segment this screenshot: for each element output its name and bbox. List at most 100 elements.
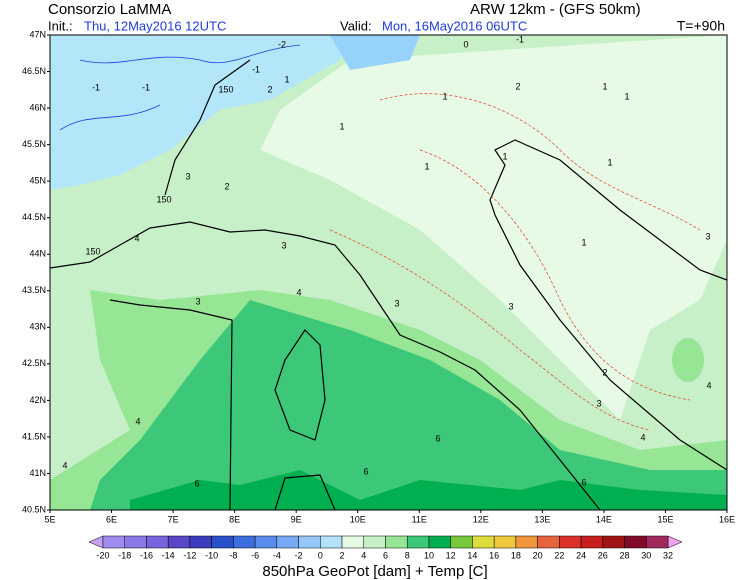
colorbar-label: 10 bbox=[424, 550, 434, 560]
lon-label: 13E bbox=[534, 514, 550, 524]
model: ARW 12km - (GFS 50km) bbox=[470, 1, 641, 18]
lat-label: 42.5N bbox=[22, 358, 46, 368]
colorbar-box bbox=[167, 535, 191, 549]
colorbar-box bbox=[341, 535, 365, 549]
colorbar-box bbox=[233, 535, 256, 549]
colorbar-box bbox=[559, 535, 582, 549]
colorbar-label: -16 bbox=[140, 550, 153, 560]
colorbar-label: 14 bbox=[467, 550, 477, 560]
lon-label: 15E bbox=[657, 514, 673, 524]
colorbar-box bbox=[515, 535, 538, 549]
field bbox=[50, 35, 727, 510]
colorbar-box bbox=[428, 535, 451, 549]
colorbar-label: 28 bbox=[620, 550, 630, 560]
colorbar-label: -10 bbox=[205, 550, 218, 560]
contour-label: 150 bbox=[218, 84, 233, 94]
lat-label: 44.5N bbox=[22, 212, 46, 222]
colorbar-box bbox=[124, 535, 147, 549]
colorbar-box bbox=[580, 535, 604, 549]
contour-label: 6 bbox=[435, 433, 440, 443]
colorbar-box bbox=[102, 535, 125, 549]
contour-label: 1 bbox=[442, 91, 447, 101]
lat-label: 46.5N bbox=[22, 66, 46, 76]
contour-label: 1 bbox=[339, 121, 344, 131]
colorbar-label: 12 bbox=[446, 550, 456, 560]
colorbar-title: 850hPa GeoPot [dam] + Temp [C] bbox=[262, 563, 487, 580]
lat-label: 45N bbox=[29, 176, 46, 186]
colorbar-label: -6 bbox=[251, 550, 259, 560]
contour-label: 3 bbox=[281, 240, 286, 250]
contour-label: 2 bbox=[224, 181, 229, 191]
lon-label: 11E bbox=[412, 514, 427, 524]
colorbar-box bbox=[537, 535, 560, 549]
colorbar-label: 22 bbox=[554, 550, 564, 560]
contour-label: 3 bbox=[394, 298, 399, 308]
colorbar-label: -12 bbox=[183, 550, 196, 560]
contour-label: 1 bbox=[424, 161, 429, 171]
colorbar-box bbox=[493, 535, 517, 549]
colorbar-label: -20 bbox=[96, 550, 109, 560]
colorbar-label: -18 bbox=[118, 550, 131, 560]
colorbar-label: 8 bbox=[405, 550, 410, 560]
contour-label: -1 bbox=[516, 34, 524, 44]
contour-label: 4 bbox=[62, 460, 67, 470]
colorbar-label: 20 bbox=[533, 550, 543, 560]
colorbar-box bbox=[472, 535, 495, 549]
contour-label: 1 bbox=[602, 81, 607, 91]
contour-label: 4 bbox=[296, 287, 301, 297]
contour-label: 4 bbox=[134, 233, 139, 243]
colorbar-over bbox=[667, 535, 683, 549]
colorbar-box bbox=[146, 535, 169, 549]
contour-label: 150 bbox=[156, 194, 171, 204]
lon-label: 9E bbox=[291, 514, 302, 524]
colorbar-box bbox=[320, 535, 343, 549]
contour-label: 3 bbox=[195, 296, 200, 306]
colorbar-box bbox=[254, 535, 278, 549]
contour-label: 1 bbox=[624, 91, 629, 101]
contour-label: 1 bbox=[607, 157, 612, 167]
contour-label: -1 bbox=[92, 82, 100, 92]
lat-label: 46N bbox=[29, 102, 46, 112]
colorbar-label: 4 bbox=[361, 550, 366, 560]
colorbar-box bbox=[646, 535, 669, 549]
contour-label: 1 bbox=[284, 74, 289, 84]
contour-label: 4 bbox=[706, 380, 711, 390]
forecast-step: T=+90h bbox=[677, 18, 725, 34]
colorbar-box bbox=[276, 535, 299, 549]
contour-label: -1 bbox=[142, 82, 150, 92]
contour-label: 3 bbox=[185, 171, 190, 181]
colorbar-box bbox=[189, 535, 212, 549]
colorbar-box bbox=[624, 535, 647, 549]
contour-label: 1 bbox=[581, 237, 586, 247]
colorbar-label: 30 bbox=[641, 550, 651, 560]
valid-label: Valid: bbox=[340, 18, 372, 33]
lat-label: 41.5N bbox=[22, 431, 46, 441]
lon-label: 12E bbox=[473, 514, 489, 524]
contour-label: -2 bbox=[278, 39, 286, 49]
colorbar-box bbox=[450, 535, 473, 549]
contour-label: 1 bbox=[502, 151, 507, 161]
lon-label: 10E bbox=[350, 514, 366, 524]
colorbar-box bbox=[602, 535, 625, 549]
colorbar-label: 18 bbox=[511, 550, 521, 560]
lat-label: 47N bbox=[29, 29, 46, 39]
lat-label: 41N bbox=[29, 468, 46, 478]
lon-label: 7E bbox=[168, 514, 179, 524]
contour-label: 3 bbox=[508, 301, 513, 311]
lat-label: 45.5N bbox=[22, 139, 46, 149]
colorbar-label: 16 bbox=[489, 550, 499, 560]
colorbar-label: 6 bbox=[383, 550, 388, 560]
lat-label: 40.5N bbox=[22, 504, 46, 514]
plot-frame bbox=[49, 34, 728, 511]
lat-label: 43.5N bbox=[22, 285, 46, 295]
colorbar-box bbox=[298, 535, 321, 549]
colorbar-box bbox=[363, 535, 386, 549]
contour-label: 2 bbox=[515, 81, 520, 91]
title: Consorzio LaMMA bbox=[48, 1, 171, 18]
colorbar-under bbox=[88, 535, 104, 549]
contour-label: 6 bbox=[581, 477, 586, 487]
colorbar-label: -4 bbox=[273, 550, 281, 560]
colorbar-label: 32 bbox=[663, 550, 673, 560]
